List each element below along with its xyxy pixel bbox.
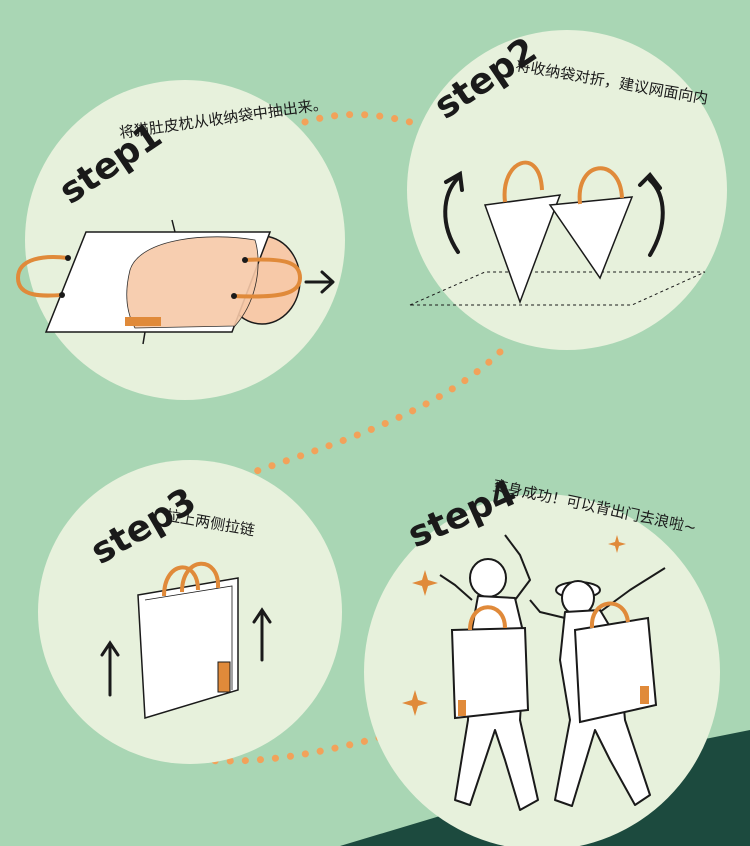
curved-arrow-left xyxy=(443,170,464,254)
folded-bag-right xyxy=(548,196,634,280)
handle-right xyxy=(577,166,624,205)
connector-2-3 xyxy=(176,348,504,504)
bag-left xyxy=(450,605,530,720)
dotted-connectors xyxy=(176,111,504,765)
step2-illustration xyxy=(409,160,706,306)
arrow-up-left xyxy=(100,640,120,697)
sparkle-icon xyxy=(412,570,438,596)
folded-bag-left xyxy=(483,194,562,305)
pillow-inside xyxy=(126,236,259,329)
step3-illustration xyxy=(100,561,272,719)
curved-arrow-right xyxy=(638,171,665,257)
bag-right xyxy=(573,601,658,724)
sparkle-icon xyxy=(402,690,428,716)
dashed-plane xyxy=(409,271,706,306)
handle-back xyxy=(180,561,221,593)
handle-front xyxy=(162,565,200,597)
bag-tag xyxy=(217,661,231,693)
sparkle-icons xyxy=(402,535,626,716)
pull-arrow xyxy=(304,270,335,294)
arrow-up-right xyxy=(252,607,272,662)
bag-tag xyxy=(125,317,161,326)
step4-illustration xyxy=(402,534,666,811)
step1-illustration xyxy=(15,219,335,345)
sparkle-icon xyxy=(608,535,626,553)
left-handle xyxy=(15,255,70,298)
connector-1-2 xyxy=(301,111,414,126)
circle-step2 xyxy=(407,30,727,350)
zipped-bag xyxy=(137,577,239,719)
right-handle xyxy=(232,257,303,299)
handle-left xyxy=(502,160,544,203)
